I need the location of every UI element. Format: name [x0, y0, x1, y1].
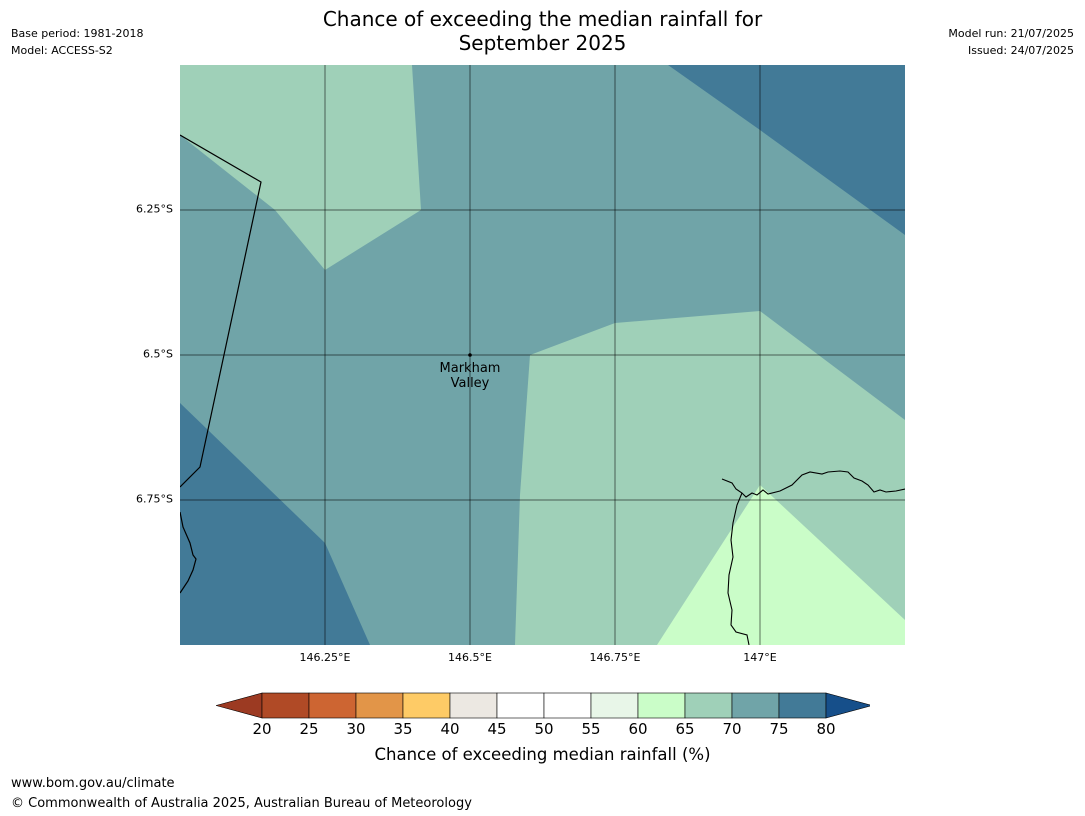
colorbar-under-arrow [214, 692, 263, 719]
zone-75-80-sw [180, 403, 370, 645]
colorbar-svg [214, 692, 874, 719]
lat-label-6-75s: 6.75°S [136, 492, 173, 506]
colorbar-segment [496, 692, 545, 719]
coastline-gulf-north [721, 470, 905, 498]
rainfall-map [180, 65, 905, 645]
base-period: Base period: 1981-2018 [11, 27, 144, 40]
colorbar-segment [308, 692, 357, 719]
colorbar-tick-label: 40 [440, 720, 460, 738]
colorbar-tick-label: 30 [346, 720, 366, 738]
lon-label-147e: 147°E [743, 651, 777, 664]
colorbar-tick-label: 55 [581, 720, 601, 738]
title-line-1: Chance of exceeding the median rainfall … [322, 7, 763, 31]
colorbar [214, 692, 874, 724]
colorbar-tick-label: 20 [252, 720, 272, 738]
colorbar-segment [261, 692, 310, 719]
colorbar-tick-label: 60 [628, 720, 648, 738]
lat-label-6-25s: 6.25°S [136, 202, 173, 216]
colorbar-tick-label: 75 [769, 720, 789, 738]
zone-75-80-ne [668, 65, 905, 235]
zone-60-65-se [657, 485, 905, 645]
coastline-gulf-west [727, 492, 750, 645]
colorbar-tick-label: 80 [816, 720, 836, 738]
place-label-line-1: Markham [439, 361, 501, 376]
meta-left: Base period: 1981-2018 Model: ACCESS-S2 [11, 25, 143, 59]
model-run: Model run: 21/07/2025 [948, 27, 1074, 40]
map-svg [180, 65, 905, 645]
colorbar-segment [590, 692, 639, 719]
chart-title: Chance of exceeding the median rainfall … [0, 7, 1085, 55]
colorbar-tick-label: 50 [534, 720, 554, 738]
lon-label-146-5e: 146.5°E [448, 651, 492, 664]
footer-copyright: © Commonwealth of Australia 2025, Austra… [11, 796, 472, 811]
colorbar-tick-label: 45 [487, 720, 507, 738]
colorbar-tick-label: 70 [722, 720, 742, 738]
colorbar-over-arrow [825, 692, 874, 719]
border-line [180, 134, 262, 488]
footer-url: www.bom.gov.au/climate [11, 776, 175, 791]
colorbar-segment [731, 692, 780, 719]
colorbar-segment [778, 692, 827, 719]
colorbar-segment [449, 692, 498, 719]
colorbar-tick-label: 65 [675, 720, 695, 738]
zone-65-70-nw [180, 65, 421, 270]
colorbar-tick-label: 35 [393, 720, 413, 738]
meta-right: Model run: 21/07/2025 Issued: 24/07/2025 [948, 25, 1074, 59]
colorbar-label: Chance of exceeding median rainfall (%) [374, 745, 711, 764]
colorbar-segment [684, 692, 733, 719]
place-label-markham-valley: Markham Valley [440, 361, 501, 391]
place-marker [468, 353, 472, 357]
coastline-west [180, 511, 197, 594]
colorbar-segment [402, 692, 451, 719]
lon-label-146-75e: 146.75°E [589, 651, 641, 664]
colorbar-segment [637, 692, 686, 719]
colorbar-segment [543, 692, 592, 719]
colorbar-segment [355, 692, 404, 719]
model-name: Model: ACCESS-S2 [11, 44, 113, 57]
footer: www.bom.gov.au/climate © Commonwealth of… [11, 774, 472, 814]
colorbar-tick-label: 25 [299, 720, 319, 738]
title-line-2: September 2025 [458, 31, 627, 55]
place-label-line-2: Valley [450, 376, 490, 391]
lon-label-146-25e: 146.25°E [299, 651, 351, 664]
lat-label-6-5s: 6.5°S [143, 347, 173, 361]
issued-date: Issued: 24/07/2025 [967, 44, 1074, 57]
